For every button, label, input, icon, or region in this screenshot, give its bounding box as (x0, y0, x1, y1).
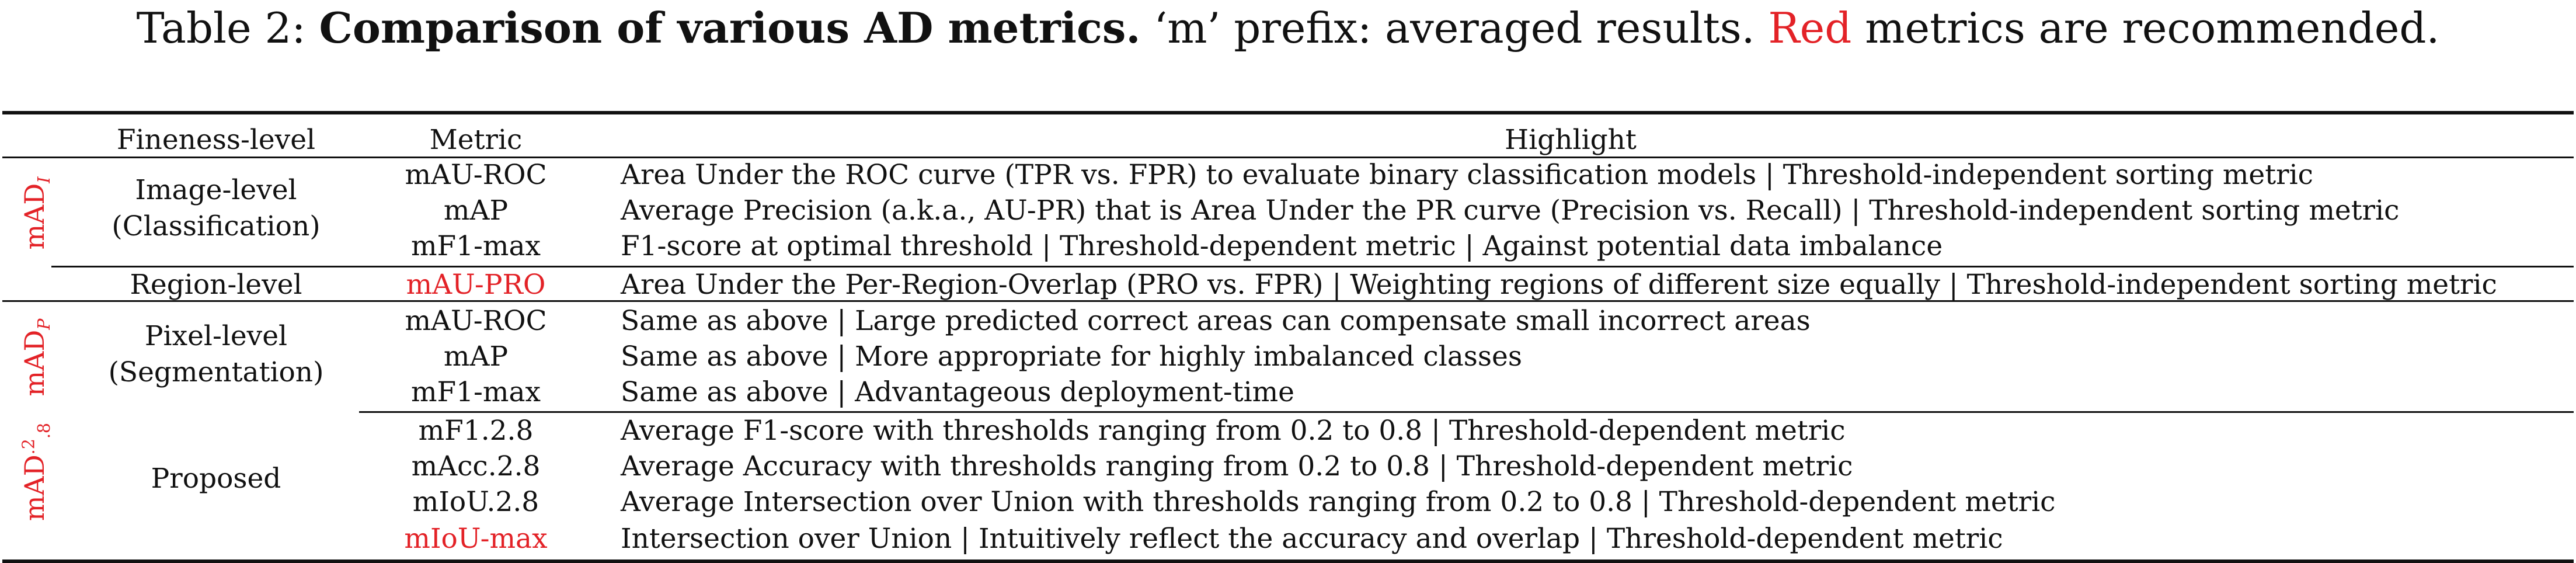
header-highlight: Highlight (1505, 124, 1637, 156)
table-caption: Table 2: Comparison of various AD metric… (136, 3, 2440, 53)
metric-pixel-ap: mAP (443, 340, 509, 373)
fineness-pixel-level: Pixel-level (144, 320, 288, 352)
fineness-proposed: Proposed (151, 463, 281, 495)
highlight-image-f1max: F1-score at optimal threshold | Threshol… (621, 230, 1943, 262)
fineness-classification: (Classification) (112, 210, 321, 242)
highlight-proposed-ioumax: Intersection over Union | Intuitively re… (621, 523, 2003, 555)
highlight-proposed-f1: Average F1-score with thresholds ranging… (621, 415, 1846, 447)
top-rule (2, 111, 2574, 114)
fineness-segmentation: (Segmentation) (108, 356, 324, 388)
highlight-image-ap: Average Precision (a.k.a., AU-PR) that i… (621, 194, 2400, 227)
highlight-proposed-acc: Average Accuracy with thresholds ranging… (621, 450, 1853, 482)
header-fineness: Fineness-level (116, 124, 316, 156)
group-mad-i: mADI (18, 176, 54, 250)
group-mad-28: mAD.2.8 (18, 422, 54, 522)
highlight-region-aupro: Area Under the Per-Region-Overlap (PRO v… (621, 269, 2497, 301)
metric-proposed-acc: mAcc.2.8 (411, 450, 541, 482)
fineness-image-level: Image-level (135, 174, 297, 206)
metric-proposed-iou: mIoU.2.8 (412, 486, 539, 518)
metric-pixel-auroc: mAU-ROC (405, 305, 547, 337)
metric-pixel-f1max: mF1-max (410, 376, 541, 408)
metric-image-f1max: mF1-max (410, 230, 541, 262)
metric-image-ap: mAP (443, 194, 509, 227)
region-bottom-rule (2, 300, 2574, 302)
header-rule (2, 157, 2574, 158)
header-metric: Metric (429, 124, 523, 156)
metric-region-aupro: mAU-PRO (406, 269, 546, 301)
bottom-rule (2, 559, 2574, 563)
highlight-proposed-iou: Average Intersection over Union with thr… (621, 486, 2056, 518)
highlight-pixel-f1max: Same as above | Advantageous deployment-… (621, 376, 1295, 408)
highlight-pixel-auroc: Same as above | Large predicted correct … (621, 305, 1811, 337)
highlight-image-auroc: Area Under the ROC curve (TPR vs. FPR) t… (621, 159, 2313, 191)
metric-proposed-ioumax: mIoU-max (404, 523, 548, 555)
group-mad-p: mADP (18, 318, 54, 397)
highlight-pixel-ap: Same as above | More appropriate for hig… (621, 340, 1522, 373)
fineness-region-level: Region-level (130, 269, 302, 301)
metric-image-auroc: mAU-ROC (405, 159, 547, 191)
region-top-rule (51, 266, 2574, 267)
metric-proposed-f1: mF1.2.8 (418, 415, 534, 447)
proposed-rule (359, 411, 2574, 413)
